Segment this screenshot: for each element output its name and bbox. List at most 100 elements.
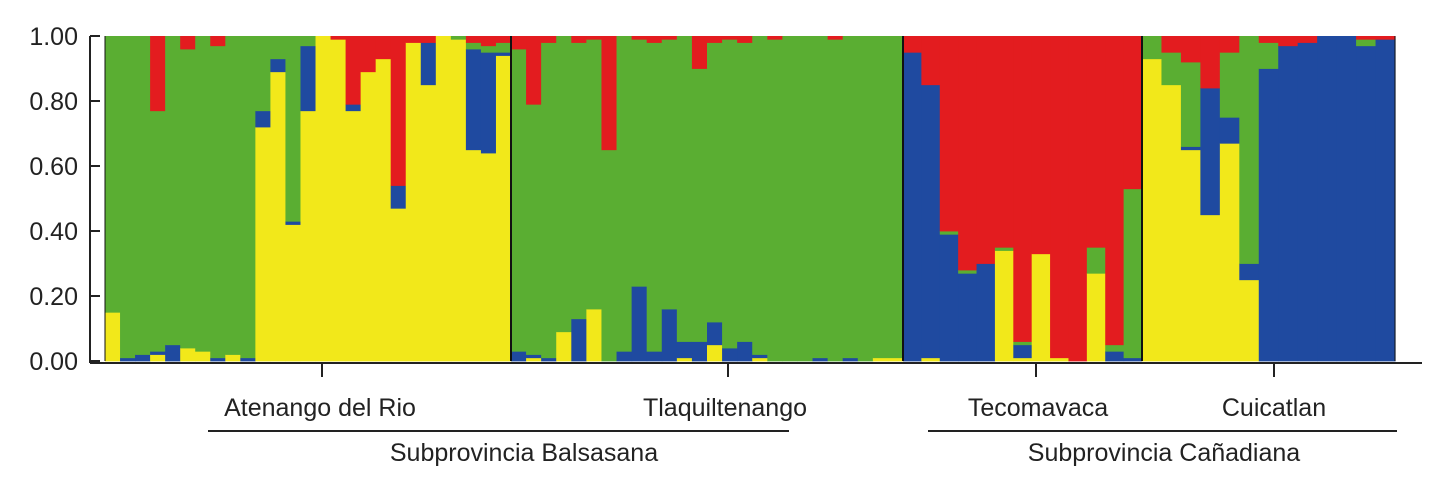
bar-segment-yellow [1219,143,1240,362]
bar-segment-red [541,36,557,43]
y-tick-label: 1.00 [29,23,78,51]
bar-segment-yellow [1050,357,1070,362]
bar-segment-red [465,36,482,43]
bar-segment-green [1142,36,1163,60]
bar-segment-yellow [586,309,603,362]
bar-segment-yellow [1180,149,1201,362]
bar-segment-green [120,36,136,359]
bar-segment-yellow [420,84,437,362]
y-tick-label: 0.80 [29,88,78,116]
bar-segment-yellow [752,357,768,362]
bar-segment-green [1105,344,1125,352]
bar-segment-green [722,39,738,349]
bar-segment-red [586,36,603,40]
bar-segment-blue [1317,36,1338,362]
bar-segment-blue [1180,146,1201,151]
bar-segment-green [1239,36,1260,264]
bar-segment-yellow [707,344,723,362]
bar-segment-green [872,36,889,359]
bar-segment-green [812,36,829,359]
bar-segment-red [330,36,347,40]
bar-segment-red [1297,36,1318,43]
bar-segment-red [1161,36,1182,53]
bar-segment-blue [1123,357,1143,362]
bar-segment-blue [903,52,922,362]
bar-segment-blue [120,357,136,362]
bar-segment-green [842,36,859,359]
bar-segment-yellow [450,39,467,362]
bar-segment-green [958,270,978,274]
bar-segment-green [240,36,256,359]
bar-segment-yellow [225,354,241,362]
bar-segment-yellow [480,153,497,362]
bar-segment-red [1219,36,1240,53]
bar-segment-yellow [300,110,317,362]
bars-layer [105,36,1396,362]
y-ticks: 0.00 0.20 0.40 0.60 0.80 1.00 [29,23,100,376]
bar-segment-red [480,36,497,47]
bar-segment-yellow [994,250,1014,362]
bar-segment-green [150,110,166,352]
bar-segment-red [526,36,542,105]
bar-segment-red [661,36,678,40]
bar-segment-yellow [676,357,693,362]
bar-segment-red [1105,36,1125,346]
axes [89,36,1422,364]
bar-segment-green [450,36,467,40]
y-tick-label: 0.40 [29,218,78,246]
bar-segment-blue [752,354,768,359]
bar-segment-red [511,36,527,50]
bar-segment-blue [541,357,557,362]
bar-segment-green [165,36,181,346]
bar-segment-red [958,36,978,271]
bar-segment-green [827,39,844,362]
bar-segment-yellow [872,357,889,362]
bar-segment-yellow [1239,279,1260,362]
bar-segment-blue [958,273,978,362]
bar-segment-red [994,36,1014,248]
bar-segment-yellow [1013,357,1033,362]
population-dividers [104,36,1396,361]
bar-segment-green [1180,62,1201,147]
bar-segment-blue [480,52,497,154]
bar-segment-yellow [495,55,512,362]
bar-segment-green [1258,42,1279,69]
bar-segment-green [601,149,618,362]
bar-segment-yellow [1161,84,1182,362]
bar-segment-blue [691,341,708,362]
bar-segment-green [285,36,302,222]
bar-segment-yellow [255,127,272,362]
bar-segment-blue [1105,351,1125,362]
bar-segment-blue [1013,344,1033,359]
bar-segment-yellow [556,331,572,362]
bar-segment-blue [646,351,663,362]
bar-segment-blue [495,52,512,56]
bar-segment-green [300,36,317,47]
bar-segment-blue [1258,68,1279,362]
bar-segment-blue [1219,117,1240,144]
bar-segment-green [676,36,693,342]
bar-segment-red [722,36,738,40]
bar-segment-blue [135,354,151,362]
bar-segment-blue [661,309,678,362]
bar-segment-green [994,247,1014,251]
bar-segment-yellow [465,149,482,362]
bar-segment-blue [1278,45,1299,362]
bar-segment-red [939,36,959,232]
bar-segment-blue [240,357,256,362]
bar-segment-green [586,39,603,310]
bar-segment-blue [270,58,287,73]
bar-segment-green [511,49,527,352]
bar-segment-green [1356,39,1377,47]
bar-segment-red [707,36,723,43]
bar-segment-red [1200,36,1221,89]
pop-label-atenango: Atenango del Rio [224,394,416,422]
bar-segment-blue [526,354,542,359]
x-ticks [321,363,1275,377]
bar-segment-yellow [1200,214,1221,362]
bar-segment-blue [210,357,226,362]
bar-segment-red [210,36,226,47]
bar-segment-blue [420,42,437,86]
bar-segment-blue [511,351,527,362]
bar-segment-green [1219,52,1240,118]
